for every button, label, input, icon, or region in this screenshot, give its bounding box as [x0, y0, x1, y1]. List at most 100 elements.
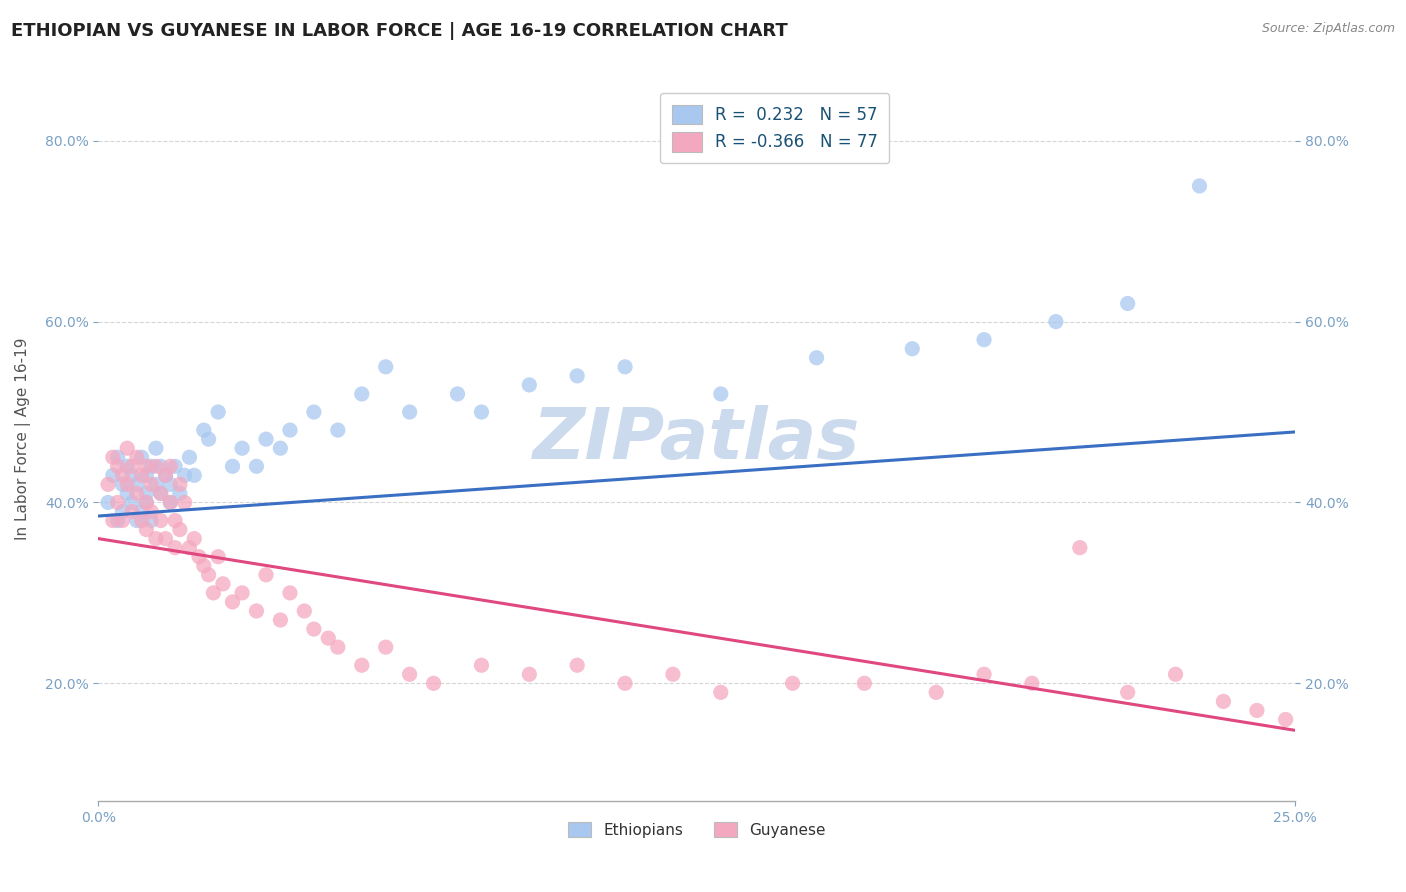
Point [155, 468, 177, 483]
Point [111, 514, 134, 528]
Point [326, 423, 349, 437]
Y-axis label: In Labor Force | Age 16-19: In Labor Force | Age 16-19 [15, 338, 31, 541]
Point [111, 468, 134, 483]
Point [165, 514, 187, 528]
Point [316, 631, 339, 645]
Point [121, 468, 143, 483]
Point [710, 685, 733, 699]
Point [302, 405, 325, 419]
Point [245, 459, 267, 474]
Point [131, 504, 153, 518]
Point [107, 450, 129, 465]
Point [1045, 315, 1067, 329]
Point [398, 405, 420, 419]
Point [107, 495, 129, 509]
Point [165, 541, 187, 555]
Point [135, 495, 157, 509]
Point [614, 359, 637, 374]
Point [169, 477, 191, 491]
Point [149, 486, 172, 500]
Point [254, 567, 277, 582]
Point [193, 423, 215, 437]
Point [207, 405, 229, 419]
Point [212, 577, 235, 591]
Point [1322, 713, 1344, 727]
Point [202, 586, 225, 600]
Point [183, 468, 205, 483]
Point [614, 676, 637, 690]
Point [135, 523, 157, 537]
Point [159, 495, 181, 509]
Point [853, 676, 876, 690]
Point [125, 486, 148, 500]
Point [269, 441, 291, 455]
Point [1294, 722, 1316, 736]
Point [169, 486, 191, 500]
Text: ETHIOPIAN VS GUYANESE IN LABOR FORCE | AGE 16-19 CORRELATION CHART: ETHIOPIAN VS GUYANESE IN LABOR FORCE | A… [11, 22, 787, 40]
Point [159, 477, 181, 491]
Point [101, 514, 124, 528]
Legend: Ethiopians, Guyanese: Ethiopians, Guyanese [562, 815, 831, 844]
Point [1116, 685, 1139, 699]
Point [173, 468, 195, 483]
Point [197, 432, 219, 446]
Point [115, 459, 138, 474]
Point [806, 351, 828, 365]
Point [710, 387, 733, 401]
Point [149, 514, 172, 528]
Point [131, 468, 153, 483]
Point [101, 450, 124, 465]
Point [1212, 694, 1234, 708]
Text: Source: ZipAtlas.com: Source: ZipAtlas.com [1261, 22, 1395, 36]
Point [1369, 722, 1392, 736]
Point [115, 441, 138, 455]
Point [155, 468, 177, 483]
Point [302, 622, 325, 636]
Point [107, 459, 129, 474]
Point [197, 567, 219, 582]
Point [159, 495, 181, 509]
Point [567, 658, 589, 673]
Point [149, 459, 172, 474]
Point [1188, 178, 1211, 193]
Point [101, 468, 124, 483]
Point [254, 432, 277, 446]
Point [374, 640, 396, 655]
Point [121, 459, 143, 474]
Point [1346, 703, 1368, 717]
Point [350, 658, 373, 673]
Point [1116, 296, 1139, 310]
Point [221, 459, 243, 474]
Point [269, 613, 291, 627]
Point [131, 514, 153, 528]
Point [145, 459, 167, 474]
Point [292, 604, 315, 618]
Point [107, 514, 129, 528]
Point [165, 459, 187, 474]
Point [1246, 703, 1268, 717]
Point [517, 378, 540, 392]
Point [135, 495, 157, 509]
Point [145, 532, 167, 546]
Point [169, 523, 191, 537]
Point [179, 541, 201, 555]
Point [111, 477, 134, 491]
Point [193, 558, 215, 573]
Point [278, 423, 301, 437]
Point [145, 441, 167, 455]
Point [135, 459, 157, 474]
Point [350, 387, 373, 401]
Point [188, 549, 211, 564]
Point [326, 640, 349, 655]
Point [139, 514, 162, 528]
Point [115, 477, 138, 491]
Point [121, 495, 143, 509]
Point [179, 450, 201, 465]
Point [135, 468, 157, 483]
Point [173, 495, 195, 509]
Point [470, 405, 492, 419]
Point [1164, 667, 1187, 681]
Point [97, 495, 120, 509]
Point [135, 486, 157, 500]
Point [374, 359, 396, 374]
